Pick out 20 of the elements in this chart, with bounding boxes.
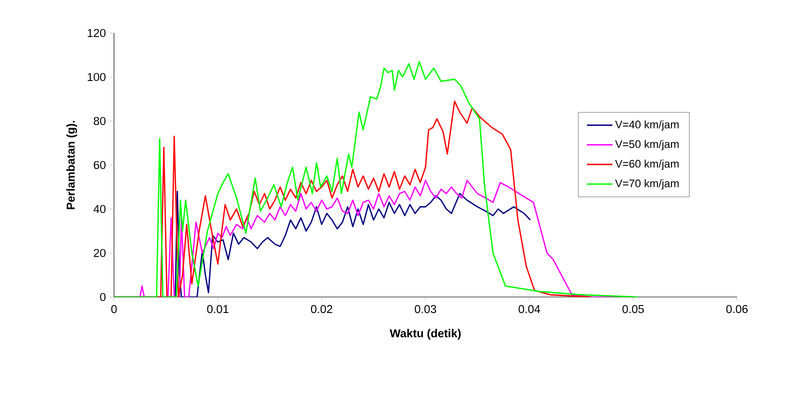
legend-label: V=70 km/jam	[615, 179, 679, 190]
y-axis-title: Perlambatan (g).	[66, 120, 78, 210]
legend-label: V=60 km/jam	[615, 160, 679, 170]
x-tick-label: 0.05	[622, 305, 644, 314]
y-tick-label: 100	[88, 72, 106, 82]
y-tick-label: 60	[94, 160, 106, 170]
x-tick-label: 0.04	[518, 305, 540, 314]
y-tick-label: 40	[94, 204, 106, 214]
x-tick-label: 0.03	[414, 305, 436, 314]
x-tick-label: 0	[111, 305, 117, 314]
y-tick-label: 80	[94, 116, 106, 126]
legend-label: V=50 km/jam	[615, 140, 679, 150]
y-tick-label: 20	[94, 248, 106, 258]
legend-label: V=40 km/jam	[615, 120, 679, 131]
x-tick-label: 0.01	[207, 305, 228, 314]
x-axis-title: Waktu (detik)	[390, 328, 461, 340]
y-tick-label: 0	[100, 292, 106, 302]
x-tick-label: 0.02	[310, 305, 332, 314]
x-tick-label: 0.06	[726, 305, 748, 314]
y-tick-label: 120	[88, 28, 106, 38]
